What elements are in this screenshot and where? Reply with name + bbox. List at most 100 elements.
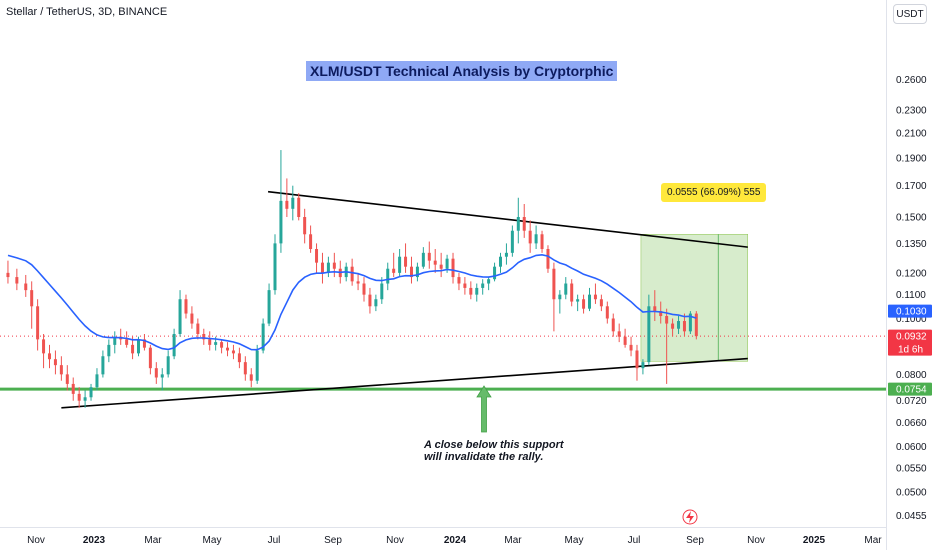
x-tick-label: Mar — [864, 535, 882, 546]
candle — [59, 356, 63, 381]
candle — [380, 277, 384, 304]
candle — [611, 313, 615, 337]
candle — [641, 359, 645, 375]
candle — [285, 178, 289, 218]
candle — [172, 328, 176, 360]
measure-label: 0.0555 (66.09%) 555 — [661, 183, 767, 202]
candle — [243, 356, 247, 381]
candle — [226, 342, 230, 357]
support-note: A close below this support will invalida… — [424, 439, 564, 463]
candle — [439, 252, 443, 278]
chart-title: XLM/USDT Technical Analysis by Cryptorph… — [306, 61, 618, 81]
y-tick-label: 0.1500 — [896, 213, 927, 224]
candle — [404, 243, 408, 273]
candle — [166, 350, 170, 378]
ema-path — [7, 253, 697, 351]
x-tick-label: Sep — [686, 535, 704, 546]
candle — [605, 301, 609, 324]
y-tick-label: 0.1900 — [896, 153, 927, 164]
candle — [570, 279, 574, 307]
candle — [95, 368, 99, 391]
countdown-label: 1d 6h — [898, 345, 923, 356]
candle-series — [6, 150, 698, 408]
candle — [451, 252, 455, 284]
candle — [36, 299, 40, 351]
candle — [386, 262, 390, 291]
candle — [576, 294, 580, 312]
ema-line — [7, 253, 697, 351]
candle — [125, 331, 129, 348]
candle — [107, 339, 111, 363]
candle — [588, 287, 592, 312]
candle — [77, 387, 81, 408]
x-tick-label: May — [565, 535, 584, 546]
candle — [504, 243, 508, 265]
trendlines — [0, 190, 886, 409]
candle — [694, 311, 698, 340]
candle — [148, 344, 152, 375]
price-tags: 0.1030 0.0932 1d 6h 0.0754 — [888, 304, 932, 396]
candle — [309, 225, 313, 253]
support-price-tag: 0.0754 — [888, 382, 932, 396]
candle — [516, 197, 520, 244]
candle — [593, 283, 597, 304]
x-tick-label: Jul — [628, 535, 641, 546]
candle — [599, 294, 603, 312]
candle — [552, 262, 556, 332]
last-price-price-tag: 0.0932 1d 6h — [888, 329, 932, 356]
candle — [53, 350, 57, 375]
x-tick-label: Sep — [324, 535, 342, 546]
support-note-line-1: A close below this support — [424, 439, 564, 451]
candle — [629, 336, 633, 357]
y-tick-label: 0.1100 — [896, 290, 926, 301]
x-tick-label: Mar — [504, 535, 522, 546]
candle — [433, 249, 437, 273]
candle — [89, 383, 93, 401]
x-tick-label: 2024 — [444, 535, 467, 546]
candle — [83, 390, 87, 408]
candle — [119, 328, 123, 345]
currency-button[interactable]: USDT — [893, 4, 927, 24]
candle — [540, 230, 544, 253]
candle — [71, 377, 75, 401]
upper-trendline — [267, 190, 748, 248]
price-axis: 0.2600 0.2300 0.2100 0.1900 0.1700 0.1500 0.13… — [886, 0, 927, 550]
candle — [582, 294, 586, 314]
candle — [510, 225, 514, 257]
lower-trendline — [61, 357, 748, 409]
y-tick-label: 0.0720 — [896, 396, 927, 407]
candle — [528, 220, 532, 253]
candle — [481, 279, 485, 295]
candle — [142, 333, 146, 351]
target-box-rect — [640, 234, 749, 362]
candle — [475, 283, 479, 302]
x-tick-label: Nov — [386, 535, 404, 546]
ema-tag-value: 0.1030 — [896, 307, 927, 318]
candle — [647, 294, 651, 366]
candle — [47, 344, 51, 369]
x-tick-label: Mar — [144, 535, 162, 546]
candle — [427, 241, 431, 269]
candle — [653, 290, 657, 322]
support-note-line-2: will invalidate the rally. — [424, 451, 544, 463]
symbol-header: Stellar / TetherUS, 3D, BINANCE — [6, 6, 168, 18]
candle — [237, 347, 241, 369]
y-tick-label: 0.2100 — [896, 128, 927, 139]
candle — [677, 316, 681, 334]
candle — [469, 281, 473, 300]
x-tick-label: May — [203, 535, 222, 546]
candle — [398, 249, 402, 278]
candle — [65, 365, 69, 391]
y-tick-label: 0.1200 — [896, 268, 927, 279]
candle — [457, 272, 461, 291]
candle — [671, 318, 675, 337]
candle — [315, 243, 319, 273]
candle — [534, 225, 538, 250]
candle — [564, 277, 568, 300]
candle — [303, 208, 307, 244]
x-tick-label: 2025 — [803, 535, 826, 546]
lightning-icon[interactable] — [682, 509, 698, 525]
target-box — [640, 234, 749, 362]
candle — [356, 272, 360, 291]
